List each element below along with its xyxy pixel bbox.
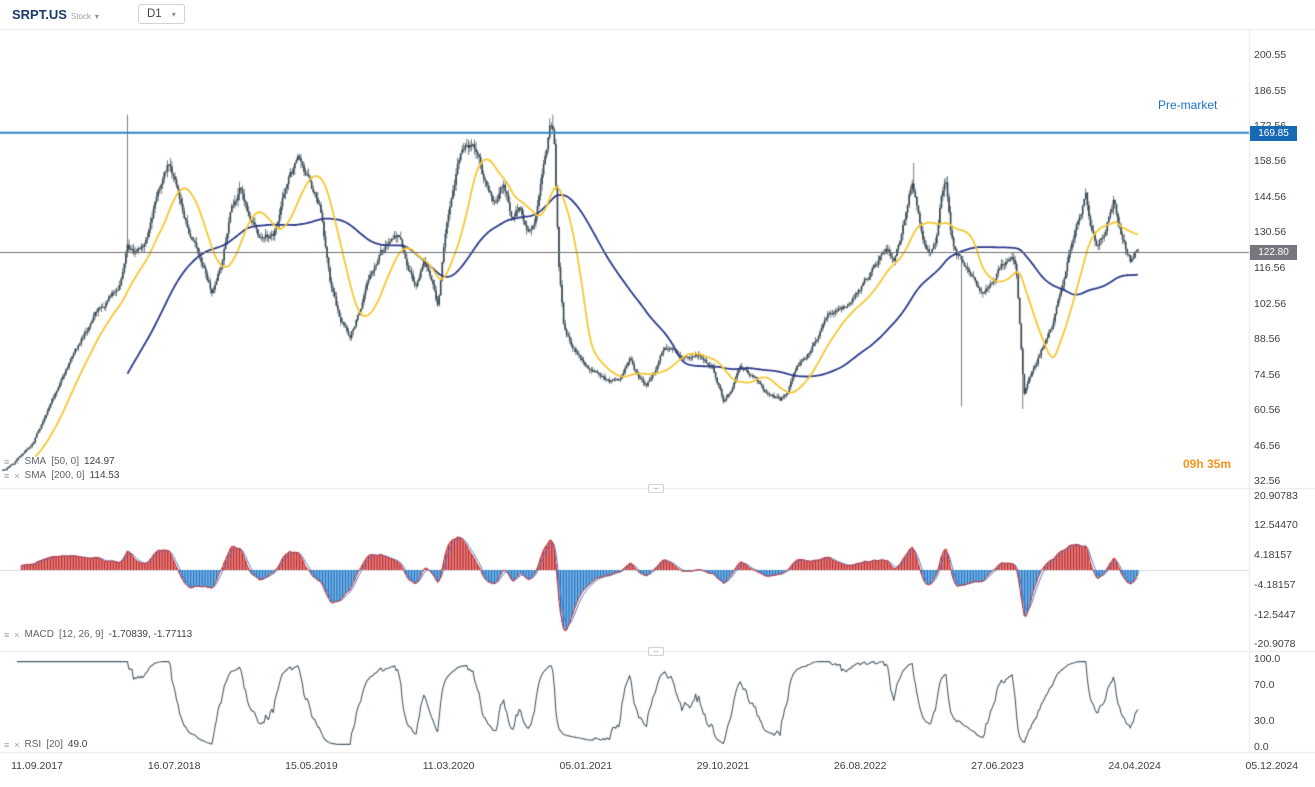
indicator-legend-rsi: ≡ × RSI [20] 49.0 — [4, 739, 87, 750]
indicator-legend-sma200: ≡ × SMA [200, 0] 114.53 — [4, 470, 119, 481]
panel-collapse-handle[interactable]: – — [648, 484, 664, 493]
indicator-params: [200, 0] — [51, 470, 85, 481]
chevron-down-icon: ▾ — [94, 12, 99, 21]
toolbar: SRPT.US Stock ▾ D1 ▾ — [0, 0, 1315, 30]
indicator-close-icon[interactable]: × — [14, 629, 20, 640]
symbol-selector[interactable]: SRPT.US Stock ▾ — [12, 7, 99, 22]
indicator-value: 114.53 — [89, 470, 120, 481]
indicator-name: SMA — [24, 456, 47, 467]
indicator-settings-icon[interactable]: ≡ — [4, 629, 10, 640]
premarket-price-tag: 169.85 — [1250, 126, 1297, 141]
panel-collapse-handle[interactable]: – — [648, 647, 664, 656]
symbol-label: SRPT.US — [12, 7, 67, 22]
indicator-settings-icon[interactable]: ≡ — [4, 739, 10, 750]
indicator-params: [20] — [46, 739, 63, 750]
indicator-settings-icon[interactable]: ≡ — [4, 470, 10, 481]
indicator-name: MACD — [24, 629, 54, 640]
indicator-name: RSI — [24, 739, 42, 750]
indicator-name: SMA — [24, 470, 47, 481]
indicator-params: [50, 0] — [51, 456, 80, 467]
indicator-value: -1.70839, -1.77113 — [108, 629, 193, 640]
indicator-value: 124.97 — [84, 456, 115, 467]
instrument-type-label: Stock — [70, 12, 91, 21]
indicator-close-icon[interactable]: × — [14, 470, 20, 481]
current-price-tag: 122.80 — [1250, 245, 1297, 260]
candle-countdown: 09h 35m — [1183, 457, 1232, 471]
indicator-params: [12, 26, 9] — [58, 629, 104, 640]
indicator-legend-macd: ≡ × MACD [12, 26, 9] -1.70839, -1.77113 — [4, 629, 192, 640]
indicator-settings-icon[interactable]: ≡ — [4, 456, 10, 467]
indicator-legend-sma50: ≡ × SMA [50, 0] 124.97 — [4, 456, 115, 467]
indicator-value: 49.0 — [67, 739, 88, 750]
premarket-label: Pre-market — [1158, 98, 1218, 112]
indicator-close-icon[interactable]: × — [14, 456, 20, 467]
timeframe-selector[interactable]: D1 ▾ — [138, 4, 185, 24]
indicator-close-icon[interactable]: × — [14, 739, 20, 750]
chevron-down-icon: ▾ — [171, 9, 176, 19]
timeframe-label: D1 — [147, 8, 162, 20]
